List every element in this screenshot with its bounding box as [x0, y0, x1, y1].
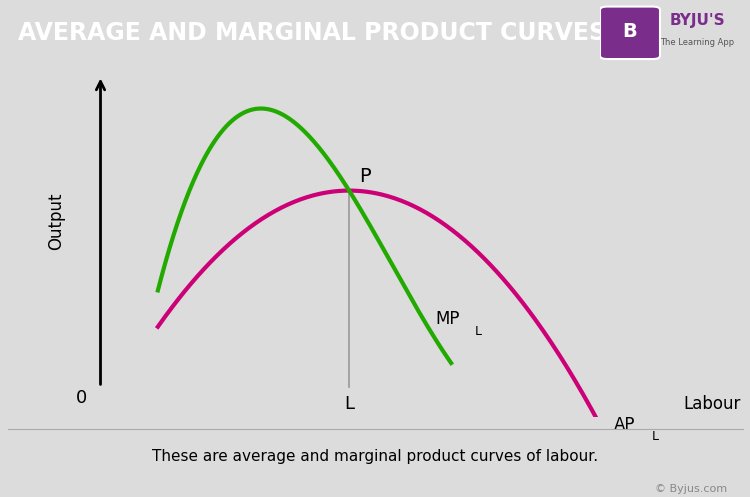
Text: AVERAGE AND MARGINAL PRODUCT CURVES: AVERAGE AND MARGINAL PRODUCT CURVES [18, 21, 606, 45]
Text: © Byjus.com: © Byjus.com [656, 484, 728, 495]
Text: L: L [475, 325, 482, 337]
Text: 0: 0 [76, 389, 87, 407]
Text: These are average and marginal product curves of labour.: These are average and marginal product c… [152, 449, 598, 464]
Text: L: L [652, 430, 659, 443]
Text: MP: MP [435, 310, 460, 328]
Text: B: B [622, 22, 638, 41]
Text: The Learning App: The Learning App [661, 38, 734, 47]
FancyBboxPatch shape [600, 6, 660, 59]
Text: L: L [344, 395, 354, 413]
Text: P: P [358, 166, 370, 185]
Text: BYJU'S: BYJU'S [670, 13, 725, 28]
Text: Labour: Labour [684, 395, 741, 413]
Text: AP: AP [614, 415, 635, 433]
Text: Output: Output [46, 192, 64, 249]
